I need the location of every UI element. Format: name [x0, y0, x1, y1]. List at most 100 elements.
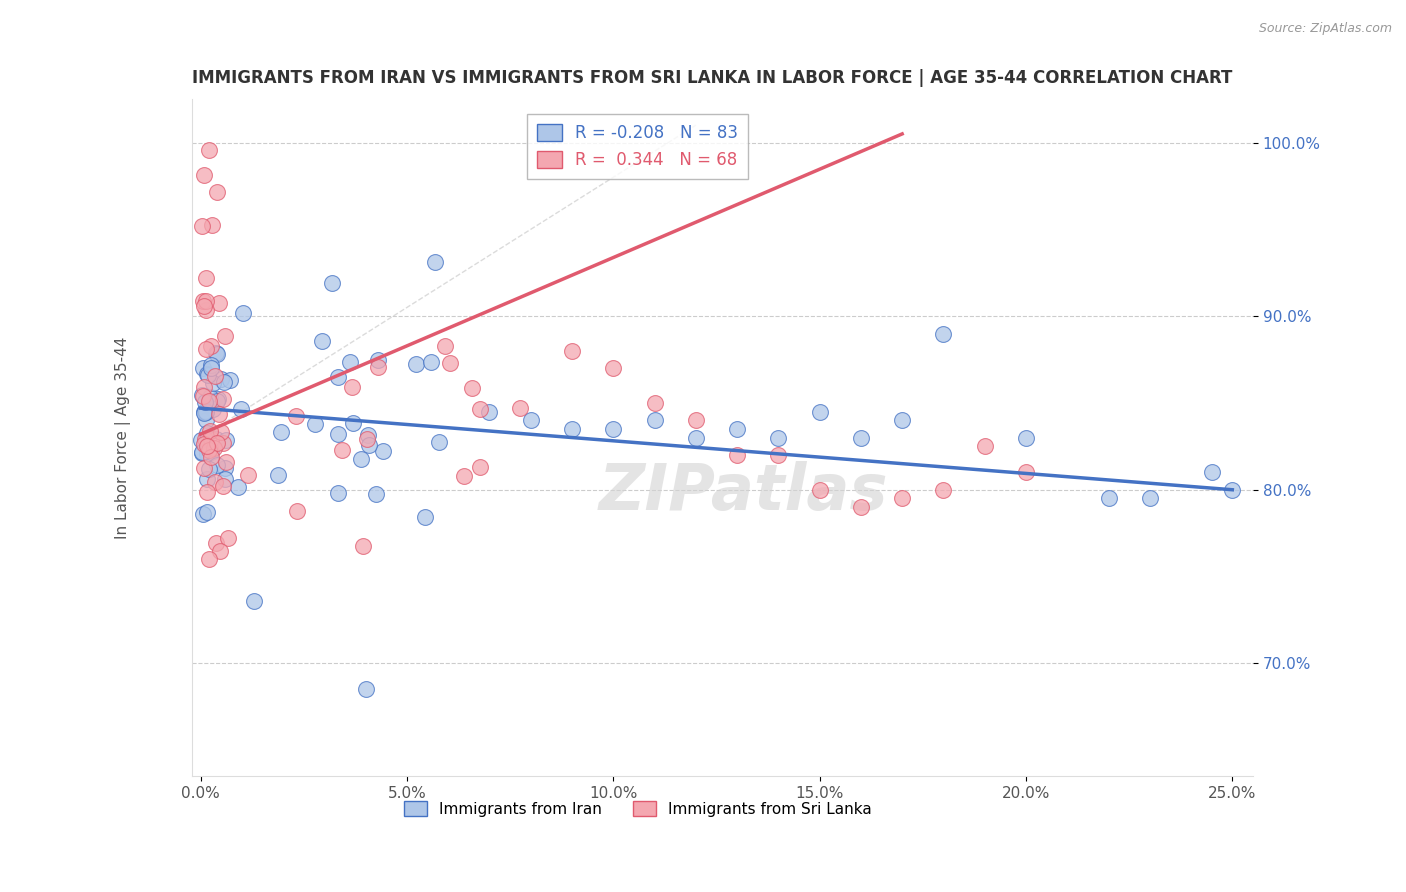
Point: [685, 431, 707, 445]
Point: [232, 306, 254, 320]
Point: [891, 491, 914, 506]
Point: [339, 355, 361, 369]
Point: [205, 432, 228, 446]
Point: [200, 358, 222, 372]
Point: [209, 543, 232, 558]
Point: [357, 428, 380, 442]
Point: [204, 368, 226, 383]
Point: [202, 376, 225, 390]
Point: [205, 436, 228, 450]
Point: [561, 343, 583, 358]
Point: [193, 168, 215, 182]
Point: [191, 446, 214, 460]
Point: [453, 468, 475, 483]
Point: [285, 409, 308, 423]
Point: [367, 359, 389, 374]
Point: [204, 475, 226, 489]
Point: [198, 424, 221, 438]
Point: [342, 416, 364, 430]
Point: [328, 426, 350, 441]
Point: [193, 361, 215, 376]
Point: [973, 439, 995, 453]
Point: [198, 441, 221, 455]
Point: [328, 486, 350, 500]
Point: [195, 439, 218, 453]
Point: [195, 472, 218, 486]
Point: [468, 401, 491, 416]
Point: [191, 293, 214, 308]
Point: [194, 395, 217, 409]
Point: [193, 300, 215, 314]
Point: [195, 447, 218, 461]
Point: [202, 436, 225, 450]
Point: [193, 460, 215, 475]
Point: [202, 441, 225, 455]
Point: [561, 422, 583, 436]
Point: [644, 413, 666, 427]
Point: [194, 403, 217, 417]
Point: [191, 219, 214, 233]
Point: [205, 346, 228, 360]
Point: [356, 432, 378, 446]
Point: [207, 185, 229, 199]
Point: [352, 540, 374, 554]
Point: [1220, 483, 1243, 497]
Point: [211, 392, 233, 407]
Point: [200, 339, 222, 353]
Point: [215, 455, 238, 469]
Point: [326, 370, 349, 384]
Point: [350, 452, 373, 467]
Point: [768, 448, 790, 462]
Point: [1097, 491, 1119, 506]
Text: IMMIGRANTS FROM IRAN VS IMMIGRANTS FROM SRI LANKA IN LABOR FORCE | AGE 35-44 COR: IMMIGRANTS FROM IRAN VS IMMIGRANTS FROM …: [193, 69, 1233, 87]
Point: [215, 434, 238, 448]
Text: Source: ZipAtlas.com: Source: ZipAtlas.com: [1258, 22, 1392, 36]
Point: [208, 408, 231, 422]
Point: [1201, 466, 1223, 480]
Point: [201, 218, 224, 232]
Point: [214, 472, 236, 486]
Point: [195, 405, 218, 419]
Point: [519, 413, 541, 427]
Point: [768, 431, 790, 445]
Point: [200, 432, 222, 446]
Point: [367, 353, 389, 368]
Point: [415, 509, 437, 524]
Point: [214, 461, 236, 475]
Point: [195, 368, 218, 382]
Point: [242, 594, 264, 608]
Point: [423, 254, 446, 268]
Point: [195, 294, 218, 309]
Point: [205, 536, 228, 550]
Point: [198, 143, 221, 157]
Point: [207, 392, 229, 407]
Point: [205, 393, 228, 408]
Point: [1139, 491, 1161, 506]
Point: [194, 434, 217, 448]
Point: [461, 381, 484, 395]
Point: [195, 505, 218, 519]
Point: [285, 504, 308, 518]
Point: [198, 393, 221, 408]
Point: [193, 437, 215, 451]
Point: [849, 500, 872, 515]
Point: [470, 459, 492, 474]
Point: [198, 462, 221, 476]
Point: [602, 361, 624, 376]
Point: [932, 483, 955, 497]
Point: [509, 401, 531, 415]
Point: [218, 373, 240, 387]
Point: [725, 448, 748, 462]
Point: [193, 437, 215, 451]
Text: In Labor Force | Age 35-44: In Labor Force | Age 35-44: [115, 336, 131, 539]
Point: [214, 328, 236, 343]
Point: [229, 402, 252, 417]
Point: [200, 450, 222, 464]
Point: [217, 531, 239, 545]
Point: [340, 379, 363, 393]
Point: [270, 425, 292, 440]
Point: [198, 442, 221, 457]
Point: [364, 487, 387, 501]
Point: [212, 375, 235, 389]
Point: [267, 467, 290, 482]
